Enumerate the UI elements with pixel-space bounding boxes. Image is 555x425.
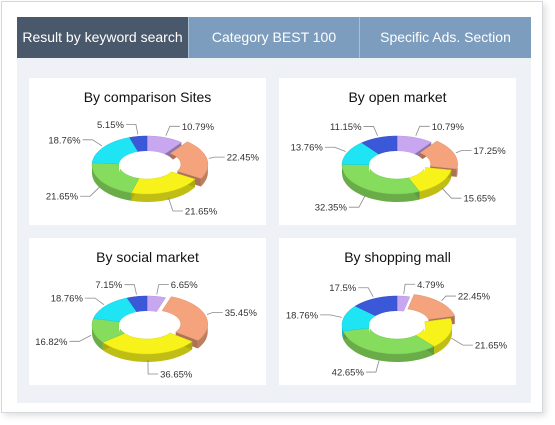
- slice-side: [102, 341, 193, 362]
- leader-line: [415, 125, 430, 136]
- leader-line: [156, 284, 169, 295]
- slice-label: 36.65%: [160, 369, 193, 380]
- leader-line: [324, 146, 346, 152]
- slice-side: [200, 164, 208, 187]
- leader-line: [208, 156, 225, 159]
- slice-label: 18.76%: [48, 135, 81, 146]
- leader-line: [84, 297, 105, 305]
- slice-label: 18.76%: [51, 294, 84, 305]
- report-window: Result by keyword search Category BEST 1…: [1, 1, 543, 413]
- slice-label: 35.45%: [225, 308, 258, 319]
- chart-title: By comparison Sites: [83, 89, 212, 105]
- leader-line: [80, 186, 101, 197]
- slice-label: 21.65%: [475, 341, 508, 352]
- tab-specific-ads-section[interactable]: Specific Ads. Section: [359, 17, 531, 58]
- donut-hole: [119, 311, 175, 333]
- slice-label: 22.45%: [227, 153, 260, 164]
- slice-label: 15.65%: [463, 194, 496, 205]
- slice-label: 42.65%: [332, 368, 365, 379]
- slice-side: [131, 179, 196, 202]
- donut-slice: [146, 295, 166, 313]
- slice-label: 17.5%: [329, 283, 356, 294]
- donut-hole: [369, 151, 425, 173]
- tab-keyword-search[interactable]: Result by keyword search: [17, 17, 188, 58]
- donut-slice: [361, 135, 398, 155]
- chart-card-social-market: By social market 6.65% 35.45% 36.65% 16.82%…: [29, 238, 266, 385]
- donut-chart-social-market: 6.65% 35.45% 36.65% 16.82% 18.76% 7.15%: [35, 280, 258, 380]
- leader-line: [451, 337, 473, 346]
- chart-title: By shopping mall: [344, 249, 451, 265]
- donut-slice: [396, 295, 411, 312]
- leader-line: [82, 139, 103, 147]
- leader-line: [441, 295, 456, 302]
- slice-label: 21.65%: [185, 206, 218, 217]
- leader-line: [168, 197, 183, 212]
- leader-line: [147, 359, 159, 375]
- leader-line: [403, 283, 416, 295]
- donut-chart-shopping-mall: 4.79% 22.45% 21.65% 42.65% 18.76% 17.5%: [286, 280, 508, 379]
- chart-card-comparison-sites: By comparison Sites 10.79% 22.45% 21.65% 21…: [29, 78, 266, 225]
- leader-line: [455, 150, 472, 154]
- slice-side: [419, 170, 452, 200]
- leader-line: [206, 312, 223, 315]
- slice-label: 16.82%: [35, 337, 68, 348]
- slice-label: 4.79%: [417, 280, 444, 291]
- donut-slice: [161, 296, 208, 341]
- donut-hole: [369, 311, 425, 333]
- leader-line: [165, 125, 180, 136]
- donut-chart-open-market: 10.79% 17.25% 15.65% 32.35% 13.76% 11.15%: [291, 122, 507, 214]
- donut-chart-comparison-sites: 10.79% 22.45% 21.65% 21.65% 18.76% 5.15%: [46, 120, 260, 217]
- slice-label: 17.25%: [474, 146, 507, 157]
- donut-slice: [129, 135, 148, 152]
- slice-label: 18.76%: [286, 310, 319, 321]
- donut-slice: [91, 162, 140, 194]
- slice-label: 10.79%: [182, 122, 215, 133]
- slice-side: [92, 165, 132, 201]
- chart-card-open-market: By open market 10.79% 17.25% 15.65% 32.35% 1…: [279, 78, 516, 225]
- slice-side: [343, 331, 434, 362]
- leader-line: [125, 124, 139, 135]
- leader-line: [320, 314, 342, 318]
- chart-card-shopping-mall: By shopping mall 4.79% 22.45% 21.65% 42.65%…: [279, 238, 516, 385]
- leader-line: [358, 287, 374, 298]
- slice-label: 13.76%: [291, 143, 324, 154]
- slice-label: 10.79%: [432, 122, 465, 133]
- donut-hole: [119, 151, 175, 173]
- chart-title: By open market: [348, 89, 447, 105]
- slice-label: 11.15%: [330, 122, 362, 133]
- leader-line: [348, 194, 366, 208]
- tab-bar: Result by keyword search Category BEST 1…: [17, 17, 531, 58]
- charts-panel: By comparison Sites 10.79% 22.45% 21.65% 21…: [17, 58, 531, 403]
- leader-line: [441, 187, 462, 199]
- donut-slice: [419, 140, 458, 170]
- slice-side: [342, 165, 420, 202]
- leader-line: [363, 126, 378, 137]
- slice-label: 5.15%: [97, 120, 124, 131]
- leader-line: [365, 358, 380, 373]
- donut-slice: [407, 294, 456, 320]
- slice-label: 21.65%: [46, 192, 79, 203]
- slice-label: 22.45%: [458, 292, 491, 303]
- leader-line: [69, 334, 92, 342]
- slice-side: [434, 325, 452, 355]
- leader-line: [124, 284, 137, 295]
- chart-title: By social market: [96, 249, 199, 265]
- slice-label: 32.35%: [315, 203, 348, 214]
- slice-label: 6.65%: [171, 280, 198, 291]
- donut-slice: [169, 141, 209, 179]
- tab-category-best-100[interactable]: Category BEST 100: [188, 17, 359, 58]
- slice-label: 7.15%: [95, 280, 122, 291]
- donut-slice: [126, 295, 148, 313]
